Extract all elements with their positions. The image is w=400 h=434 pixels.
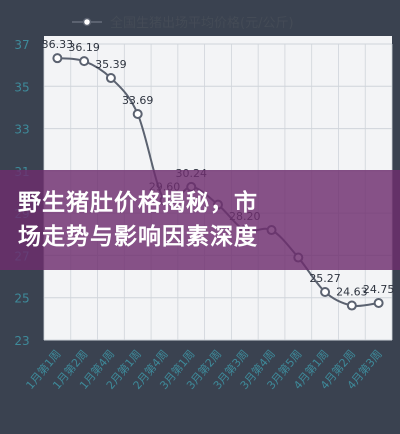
headline-line-2: 场走势与影响因素深度 [18,224,258,250]
data-label: 24.75 [363,283,395,296]
y-tick-label: 33 [14,123,29,137]
legend-label: 全国生猪出场平均价格(元/公斤) [110,15,294,31]
data-label: 25.27 [309,272,341,285]
headline-line-1: 野生猪肚价格揭秘，市 [18,190,258,216]
data-point [79,56,90,67]
data-point [105,73,116,84]
data-point [132,108,143,119]
data-point [320,287,331,298]
data-label: 36.33 [42,38,74,51]
data-point [52,53,63,64]
headline-banner: 野生猪肚价格揭秘，市 场走势与影响因素深度 [0,170,400,270]
y-tick-label: 25 [14,292,29,306]
data-label: 35.39 [95,58,127,71]
data-point [346,300,357,311]
y-tick-label: 35 [14,80,29,94]
y-tick-label: 37 [14,38,29,52]
legend-swatch-marker [82,17,92,27]
data-point [373,298,384,308]
data-label: 33.69 [122,94,154,107]
data-label: 24.63 [336,286,368,299]
y-tick-label: 23 [14,334,29,348]
data-label: 36.19 [68,41,100,54]
